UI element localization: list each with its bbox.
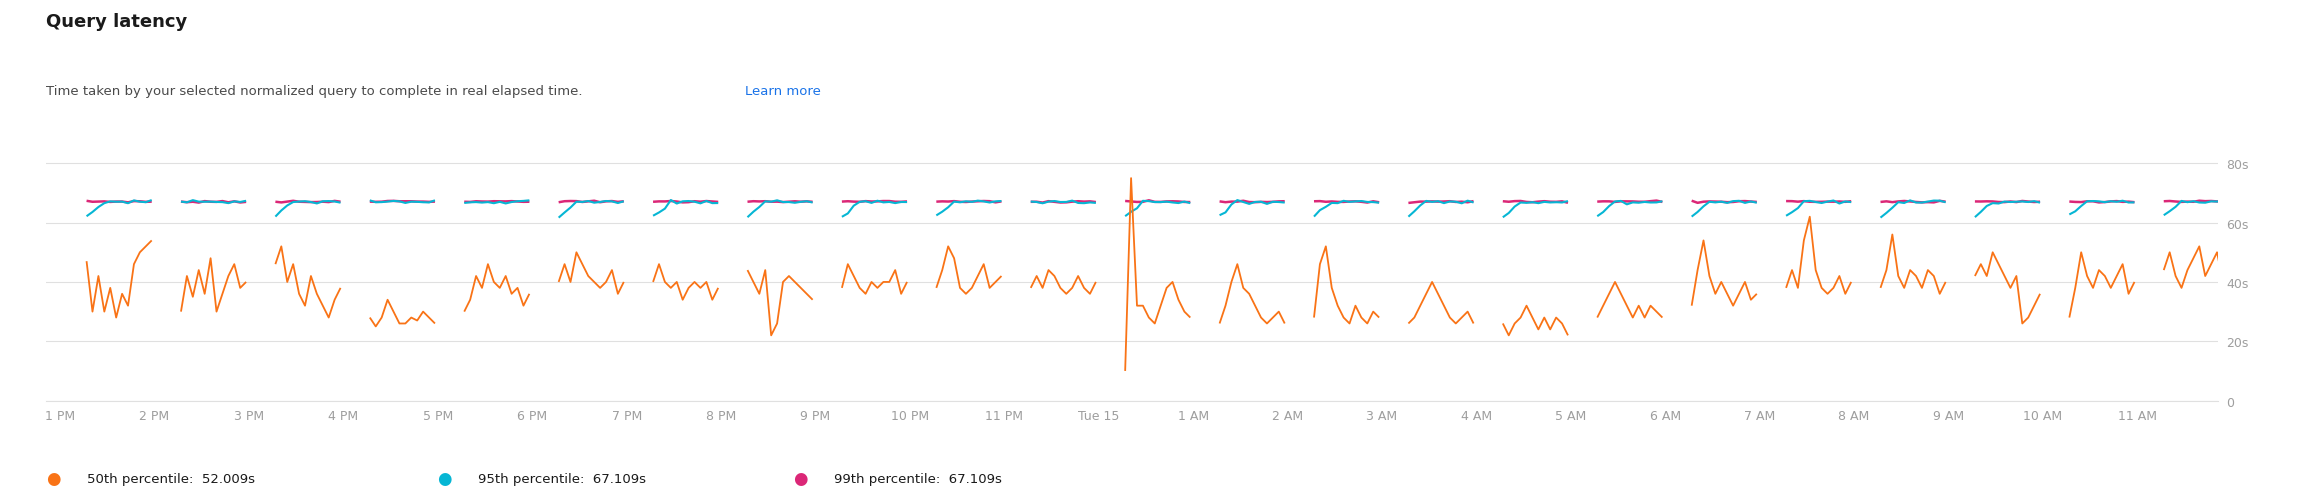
Text: 99th percentile:  67.109s: 99th percentile: 67.109s: [834, 472, 1002, 485]
Text: Learn more: Learn more: [745, 85, 820, 98]
Text: ●: ●: [793, 469, 807, 487]
Text: 95th percentile:  67.109s: 95th percentile: 67.109s: [478, 472, 646, 485]
Text: Query latency: Query latency: [46, 13, 186, 31]
Text: ●: ●: [46, 469, 60, 487]
Text: 50th percentile:  52.009s: 50th percentile: 52.009s: [87, 472, 255, 485]
Text: Time taken by your selected normalized query to complete in real elapsed time.: Time taken by your selected normalized q…: [46, 85, 586, 98]
Text: ●: ●: [437, 469, 450, 487]
